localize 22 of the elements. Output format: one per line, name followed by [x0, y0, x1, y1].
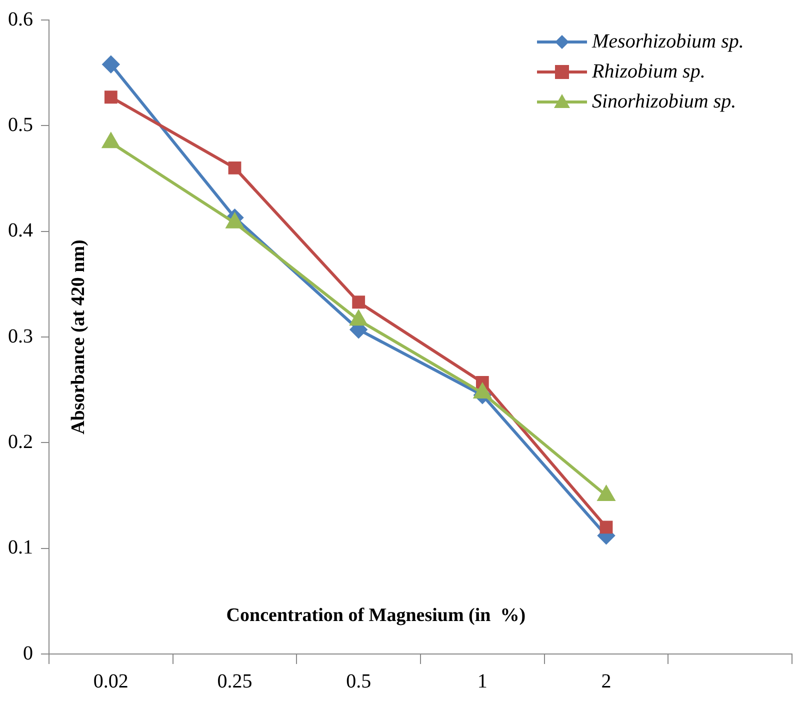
x-tick-label: 0.5 — [346, 670, 372, 692]
y-tick-label: 0.2 — [8, 430, 33, 453]
y-tick-label: 0.5 — [8, 114, 33, 136]
point — [600, 520, 613, 534]
x-tick-label: 0.25 — [217, 670, 252, 692]
legend-label: Sinorhizobium sp. — [592, 90, 736, 112]
x-axis-title: Concentration of Magnesium (in %) — [226, 604, 526, 626]
y-axis-title: Absorbance (at 420 nm) — [68, 240, 89, 434]
y-tick-label: 0.6 — [8, 8, 33, 30]
legend-label: Mesorhizobium sp. — [591, 30, 744, 52]
y-tick-label: 0.1 — [8, 536, 33, 559]
x-tick-label: 0.02 — [93, 670, 128, 692]
x-tick-label: 1 — [477, 670, 488, 692]
point — [104, 90, 118, 104]
point — [102, 56, 120, 73]
y-tick-label: 0 — [23, 642, 33, 664]
legend-label: Rhizobium sp. — [591, 60, 706, 82]
y-tick-label: 0.4 — [8, 220, 33, 242]
point — [228, 161, 242, 174]
y-tick-label: 0.3 — [8, 325, 33, 348]
point — [352, 296, 366, 309]
x-tick-label: 2 — [601, 670, 612, 692]
